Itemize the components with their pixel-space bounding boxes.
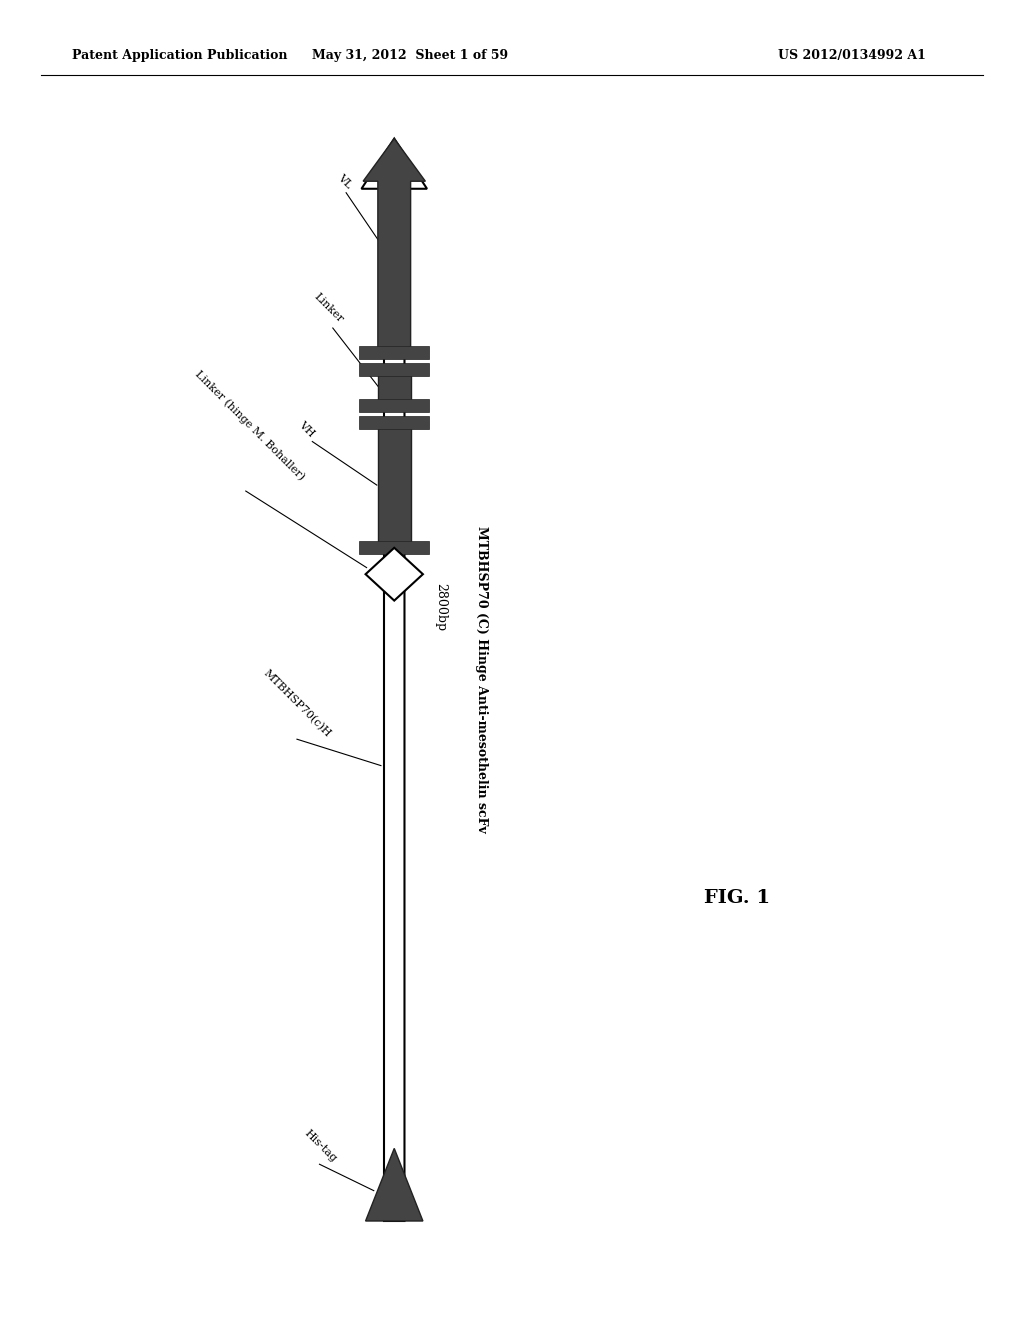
Bar	[359, 346, 429, 359]
Polygon shape	[366, 548, 423, 601]
Text: May 31, 2012  Sheet 1 of 59: May 31, 2012 Sheet 1 of 59	[311, 49, 508, 62]
Text: Linker: Linker	[312, 290, 345, 325]
Bar	[359, 399, 429, 412]
Text: VH: VH	[297, 420, 316, 438]
Bar	[359, 363, 429, 376]
Polygon shape	[361, 139, 427, 1221]
Text: 2800bp: 2800bp	[434, 583, 446, 631]
Bar	[359, 416, 429, 429]
Polygon shape	[366, 1148, 423, 1221]
Bar	[359, 541, 429, 554]
Text: Patent Application Publication: Patent Application Publication	[72, 49, 287, 62]
Text: Linker (hinge M. Bohaller): Linker (hinge M. Bohaller)	[193, 368, 306, 482]
Text: US 2012/0134992 A1: US 2012/0134992 A1	[778, 49, 926, 62]
Text: VL: VL	[336, 172, 354, 190]
Text: FIG. 1: FIG. 1	[705, 888, 770, 907]
Text: MTBHSP70(c)H: MTBHSP70(c)H	[261, 668, 333, 739]
Text: MTBHSP70 (C) Hinge Anti-mesothelin scFv: MTBHSP70 (C) Hinge Anti-mesothelin scFv	[475, 527, 487, 833]
Text: His-tag: His-tag	[302, 1129, 338, 1164]
Polygon shape	[364, 139, 425, 352]
Polygon shape	[378, 370, 411, 405]
Polygon shape	[378, 422, 411, 548]
